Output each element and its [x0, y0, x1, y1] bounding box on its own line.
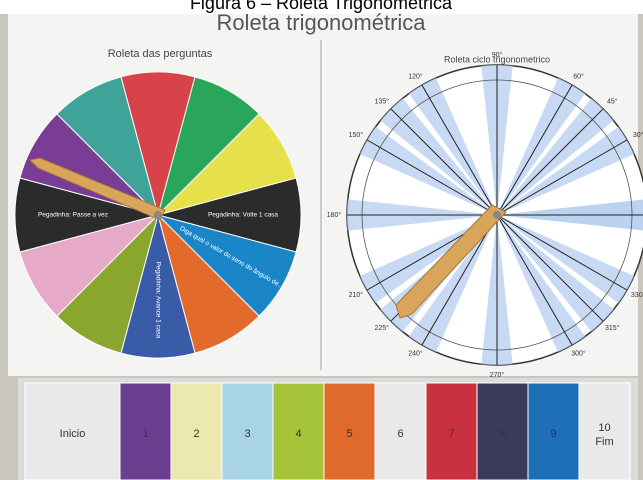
cell-label: 9 [550, 428, 556, 440]
sector-text: Pegadinha: Volte 1 casa [208, 212, 278, 219]
sector-text: Pegadinha: Passe a vez [38, 212, 108, 219]
angle-label: 240° [408, 349, 423, 357]
track: Inicio 1 2 3 4 5 6 7 8 9 10 Fim [25, 383, 630, 480]
pin-left [154, 211, 162, 219]
cell-label: 2 [193, 428, 199, 440]
cell-label: 4 [295, 428, 301, 440]
cell-label: 8 [499, 428, 505, 440]
angle-label: 60° [573, 72, 584, 80]
angle-label: 330° [631, 291, 643, 299]
question-wheel-title: Roleta das perguntas [108, 48, 213, 60]
angle-label: 135° [374, 98, 389, 106]
angle-label: 315° [605, 324, 620, 332]
angle-label: 45° [607, 98, 618, 106]
pin-right [493, 211, 501, 219]
angle-label: 300° [571, 349, 586, 357]
cell-label: 3 [244, 428, 250, 440]
angle-label: 30° [633, 131, 643, 139]
angle-label: 210° [349, 291, 364, 299]
cell-label: Inicio [60, 428, 86, 440]
cell-label: 7 [448, 428, 454, 440]
board-game: Figura 6 – Roleta Trigonométrica Roleta … [0, 0, 643, 480]
angle-label: 150° [349, 131, 364, 139]
cell-label: 5 [346, 428, 352, 440]
angle-label: 270° [490, 371, 505, 379]
angle-label: 120° [408, 72, 423, 80]
cell-label: 1 [142, 428, 148, 440]
cell-label: 10 [598, 422, 610, 434]
cell-label: 6 [397, 428, 403, 440]
title: Roleta trigonométrica [216, 10, 426, 35]
sector-text: Pegadinha: Avance 1 casa [154, 262, 161, 339]
cell-sub: Fim [595, 436, 613, 448]
angle-label: 225° [374, 324, 389, 332]
angle-label: 90° [492, 51, 503, 59]
angle-label: 180° [327, 211, 342, 219]
